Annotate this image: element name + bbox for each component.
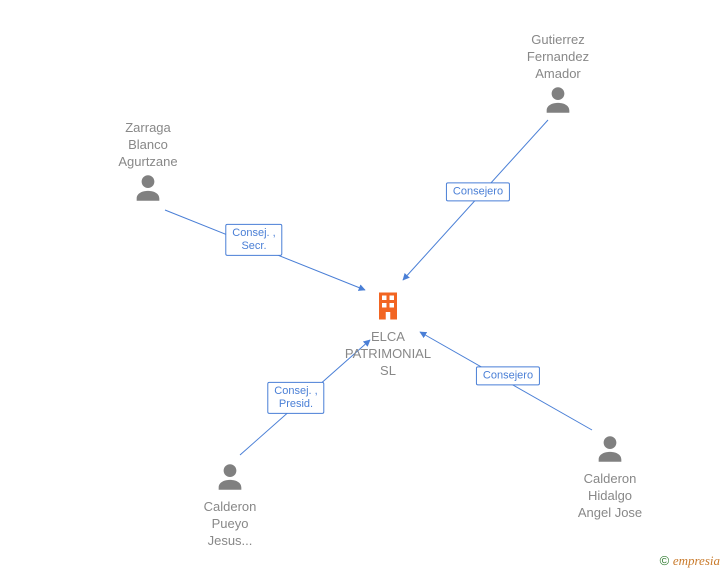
node-label: Zarraga Blanco Agurtzane — [88, 120, 208, 171]
person-icon — [88, 171, 208, 210]
node-label: Gutierrez Fernandez Amador — [498, 32, 618, 83]
person-icon — [498, 83, 618, 122]
edge-label: Consejero — [446, 182, 510, 201]
person-node[interactable]: Gutierrez Fernandez Amador — [498, 32, 618, 122]
brand-name: empresia — [673, 553, 720, 568]
person-node[interactable]: Calderon Hidalgo Angel Jose — [550, 432, 670, 522]
person-node[interactable]: Zarraga Blanco Agurtzane — [88, 120, 208, 210]
person-icon — [170, 460, 290, 499]
person-node[interactable]: Calderon Pueyo Jesus... — [170, 460, 290, 550]
node-label: ELCA PATRIMONIAL SL — [328, 329, 448, 380]
copyright-symbol: © — [660, 553, 670, 568]
person-icon — [550, 432, 670, 471]
node-label: Calderon Pueyo Jesus... — [170, 499, 290, 550]
node-label: Calderon Hidalgo Angel Jose — [550, 471, 670, 522]
edge-label: Consej. , Secr. — [225, 224, 282, 256]
attribution: © empresia — [660, 553, 720, 569]
company-node[interactable]: ELCA PATRIMONIAL SL — [328, 288, 448, 380]
building-icon — [328, 288, 448, 329]
edge-label: Consejero — [476, 366, 540, 385]
network-diagram: ELCA PATRIMONIAL SL Gutierrez Fernandez A… — [0, 0, 728, 575]
edge-label: Consej. , Presid. — [267, 382, 324, 414]
